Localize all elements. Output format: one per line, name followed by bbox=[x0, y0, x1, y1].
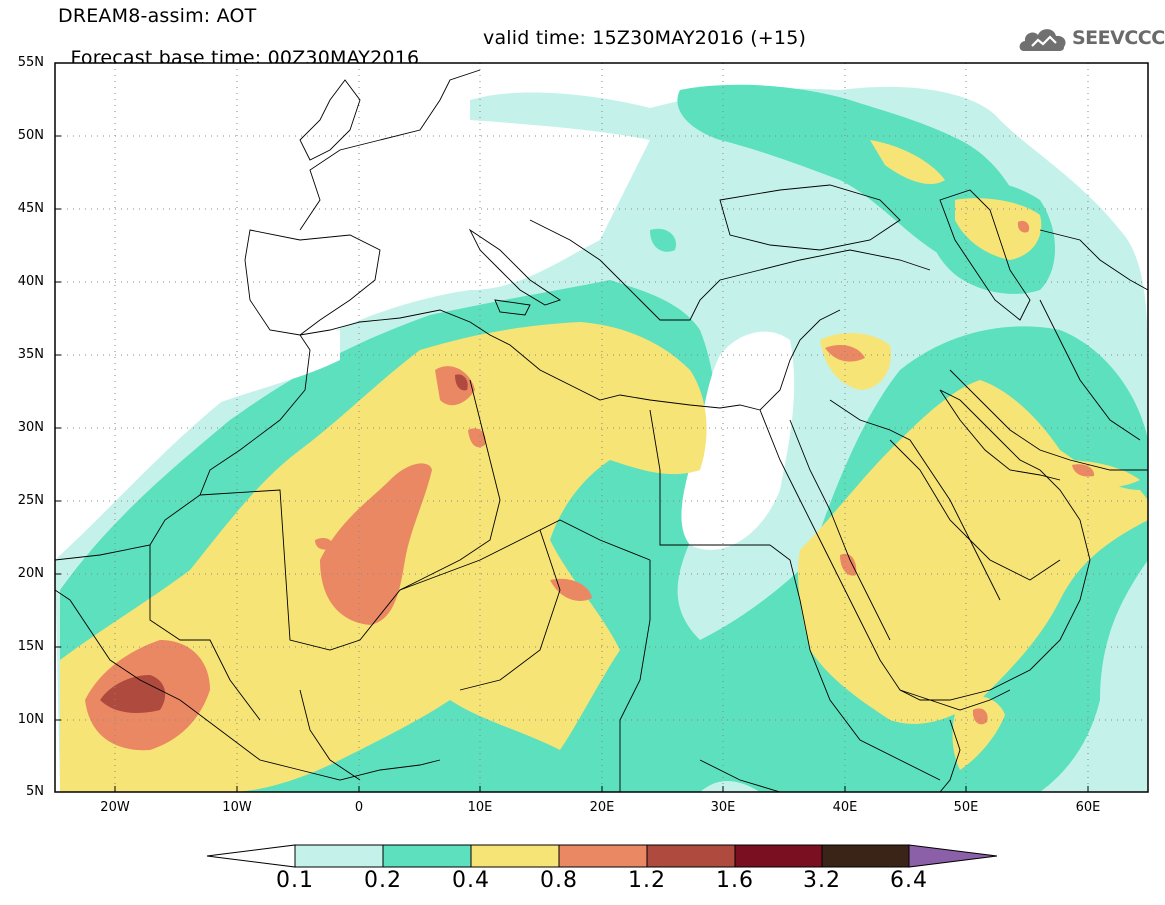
axis-ticks bbox=[55, 135, 1089, 792]
colorbar-label: 0.4 bbox=[452, 868, 490, 893]
lat-label: 20N bbox=[17, 566, 44, 581]
lon-label: 60E bbox=[1075, 800, 1101, 815]
cloud-icon bbox=[1019, 29, 1066, 51]
graticule bbox=[55, 63, 1148, 792]
colorbar-segment-2 bbox=[382, 844, 472, 868]
lon-label: 20W bbox=[100, 800, 130, 815]
lat-label: 40N bbox=[17, 274, 44, 289]
colorbar-label: 1.6 bbox=[716, 868, 754, 893]
seevccc-logo: SEEVCCC bbox=[1018, 24, 1165, 54]
colorbar-segment-5 bbox=[646, 844, 736, 868]
logo-text: SEEVCCC bbox=[1072, 27, 1165, 49]
colorbar bbox=[206, 844, 998, 868]
colorbar-segment-1 bbox=[294, 844, 384, 868]
lat-label: 45N bbox=[17, 201, 44, 216]
valid-time-text: valid time: 15Z30MAY2016 (+15) bbox=[483, 27, 807, 49]
colorbar-label: 0.2 bbox=[364, 868, 402, 893]
colorbar-label: 1.2 bbox=[628, 868, 666, 893]
lon-label: 20E bbox=[589, 800, 615, 815]
lon-label: 0 bbox=[354, 800, 364, 815]
lat-label: 35N bbox=[17, 347, 44, 362]
lon-label: 10E bbox=[467, 800, 493, 815]
lon-label: 50E bbox=[953, 800, 979, 815]
colorbar-segment-above bbox=[908, 844, 998, 868]
lat-label: 10N bbox=[17, 712, 44, 727]
colorbar-label: 6.4 bbox=[890, 868, 928, 893]
lat-label: 55N bbox=[17, 55, 44, 70]
lat-label: 30N bbox=[17, 420, 44, 435]
lat-label: 5N bbox=[26, 784, 44, 799]
lon-label: 40E bbox=[832, 800, 858, 815]
lat-label: 50N bbox=[17, 128, 44, 143]
colorbar-label: 0.1 bbox=[276, 868, 314, 893]
lat-label: 25N bbox=[17, 493, 44, 508]
map-title: DREAM8-assim: AOT bbox=[58, 5, 257, 27]
lat-label: 15N bbox=[17, 639, 44, 654]
colorbar-label: 3.2 bbox=[803, 868, 841, 893]
aot-field bbox=[55, 63, 1148, 792]
lon-label: 10W bbox=[222, 800, 252, 815]
colorbar-segment-4 bbox=[558, 844, 648, 868]
lon-label: 30E bbox=[710, 800, 736, 815]
colorbar-label: 0.8 bbox=[540, 868, 578, 893]
colorbar-segment-6 bbox=[734, 844, 823, 868]
colorbar-segment-7 bbox=[821, 844, 910, 868]
colorbar-segment-3 bbox=[470, 844, 560, 868]
coastlines bbox=[55, 69, 1148, 792]
colorbar-segment-below bbox=[206, 844, 296, 868]
